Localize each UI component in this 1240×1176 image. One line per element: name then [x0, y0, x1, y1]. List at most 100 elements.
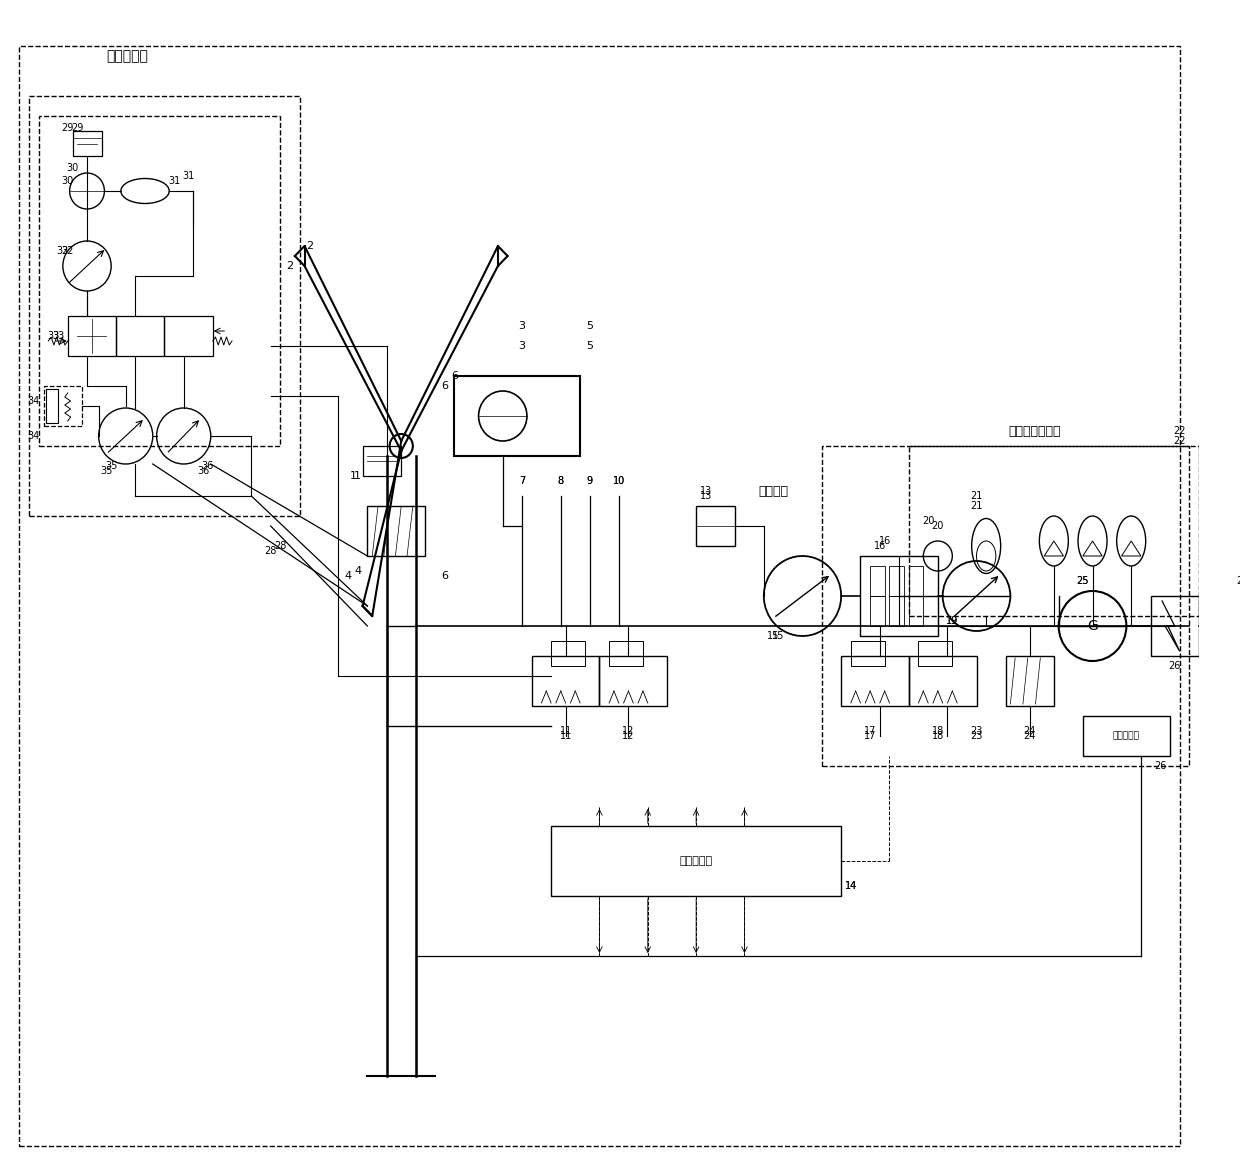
Bar	[1218, 596, 1240, 656]
Text: 34: 34	[27, 430, 40, 441]
Text: 6: 6	[451, 370, 458, 381]
Text: 变桨距系统: 变桨距系统	[107, 49, 149, 64]
Text: 18: 18	[931, 731, 944, 741]
Bar	[909, 446, 1199, 616]
Bar	[46, 389, 58, 423]
Text: 1: 1	[350, 472, 356, 481]
Text: 28: 28	[264, 546, 277, 556]
Text: 5: 5	[587, 341, 593, 350]
Text: 31: 31	[167, 176, 180, 186]
Text: 21: 21	[971, 492, 982, 501]
Bar	[43, 386, 82, 426]
Bar	[870, 566, 884, 596]
Text: 33: 33	[52, 330, 64, 341]
Bar	[72, 131, 102, 156]
Text: 24: 24	[1023, 731, 1035, 741]
Bar	[696, 506, 735, 546]
Text: 2: 2	[286, 261, 294, 270]
Text: 22: 22	[1173, 436, 1185, 446]
Text: 14: 14	[844, 881, 857, 891]
Text: 35: 35	[100, 466, 113, 476]
Bar	[841, 656, 909, 706]
Text: 32: 32	[57, 246, 69, 256]
Text: 19: 19	[946, 616, 959, 626]
Text: 16: 16	[878, 536, 890, 546]
Bar	[38, 116, 280, 446]
Text: 26: 26	[1168, 661, 1180, 671]
Bar	[117, 316, 165, 356]
Bar	[551, 641, 585, 666]
Bar	[165, 316, 213, 356]
Bar	[1006, 656, 1054, 706]
Text: 33: 33	[47, 330, 60, 341]
Bar	[870, 596, 884, 626]
Text: 30: 30	[67, 163, 78, 173]
Text: 8: 8	[558, 476, 564, 486]
Text: 12: 12	[622, 726, 635, 736]
Text: 25: 25	[1076, 576, 1089, 586]
Text: 9: 9	[587, 476, 593, 486]
Text: 13: 13	[699, 486, 712, 496]
Text: 1: 1	[355, 472, 361, 481]
Text: 20: 20	[931, 521, 944, 532]
Text: 23: 23	[971, 731, 982, 741]
Text: 21: 21	[971, 501, 982, 512]
Bar	[909, 566, 924, 596]
Text: 4: 4	[355, 566, 361, 576]
Bar	[68, 316, 117, 356]
Text: 29: 29	[62, 123, 74, 133]
Text: 统监控制器: 统监控制器	[680, 856, 713, 866]
Text: 10: 10	[613, 476, 625, 486]
Bar	[1151, 596, 1199, 656]
Text: 18: 18	[931, 726, 944, 736]
Text: 26: 26	[1154, 761, 1167, 771]
Text: 31: 31	[182, 171, 195, 181]
Bar	[822, 446, 1189, 766]
Bar	[29, 96, 300, 516]
Text: 32: 32	[62, 246, 74, 256]
Text: 13: 13	[699, 492, 712, 501]
Bar	[889, 596, 904, 626]
Text: 9: 9	[587, 476, 593, 486]
Text: 11: 11	[559, 731, 572, 741]
Bar	[861, 556, 937, 636]
Text: 7: 7	[520, 476, 526, 486]
Bar	[367, 506, 425, 556]
Bar	[851, 641, 884, 666]
Bar	[454, 376, 580, 456]
Text: 28: 28	[274, 541, 286, 552]
Text: G: G	[1087, 619, 1097, 633]
Text: 15: 15	[773, 632, 785, 641]
Text: 4: 4	[345, 572, 352, 581]
Bar	[909, 656, 977, 706]
Bar	[1083, 716, 1169, 756]
Text: 29: 29	[71, 123, 83, 133]
Text: 6: 6	[441, 381, 448, 390]
Text: 7: 7	[520, 476, 526, 486]
Text: 20: 20	[923, 516, 935, 526]
Text: 22: 22	[1173, 426, 1185, 436]
Text: 8: 8	[558, 476, 564, 486]
Text: 液压储能子系统: 液压储能子系统	[1008, 425, 1060, 437]
Bar	[919, 641, 952, 666]
Text: 10: 10	[613, 476, 625, 486]
Text: 16: 16	[874, 541, 885, 552]
Text: 多功能仪表: 多功能仪表	[1114, 731, 1140, 741]
Text: 12: 12	[622, 731, 635, 741]
Bar	[609, 641, 644, 666]
Text: 15: 15	[768, 632, 780, 641]
Bar	[532, 656, 599, 706]
Text: 35: 35	[105, 461, 118, 472]
Text: 11: 11	[559, 726, 572, 736]
Text: 24: 24	[1023, 726, 1035, 736]
Text: 2: 2	[306, 241, 312, 250]
Text: 25: 25	[1076, 576, 1089, 586]
Text: 17: 17	[864, 726, 877, 736]
Text: 36: 36	[202, 461, 215, 472]
Text: 5: 5	[587, 321, 593, 330]
Bar	[909, 596, 924, 626]
Bar	[551, 826, 841, 896]
Text: 3: 3	[518, 321, 526, 330]
Text: 34: 34	[27, 396, 40, 406]
Text: 30: 30	[62, 176, 74, 186]
